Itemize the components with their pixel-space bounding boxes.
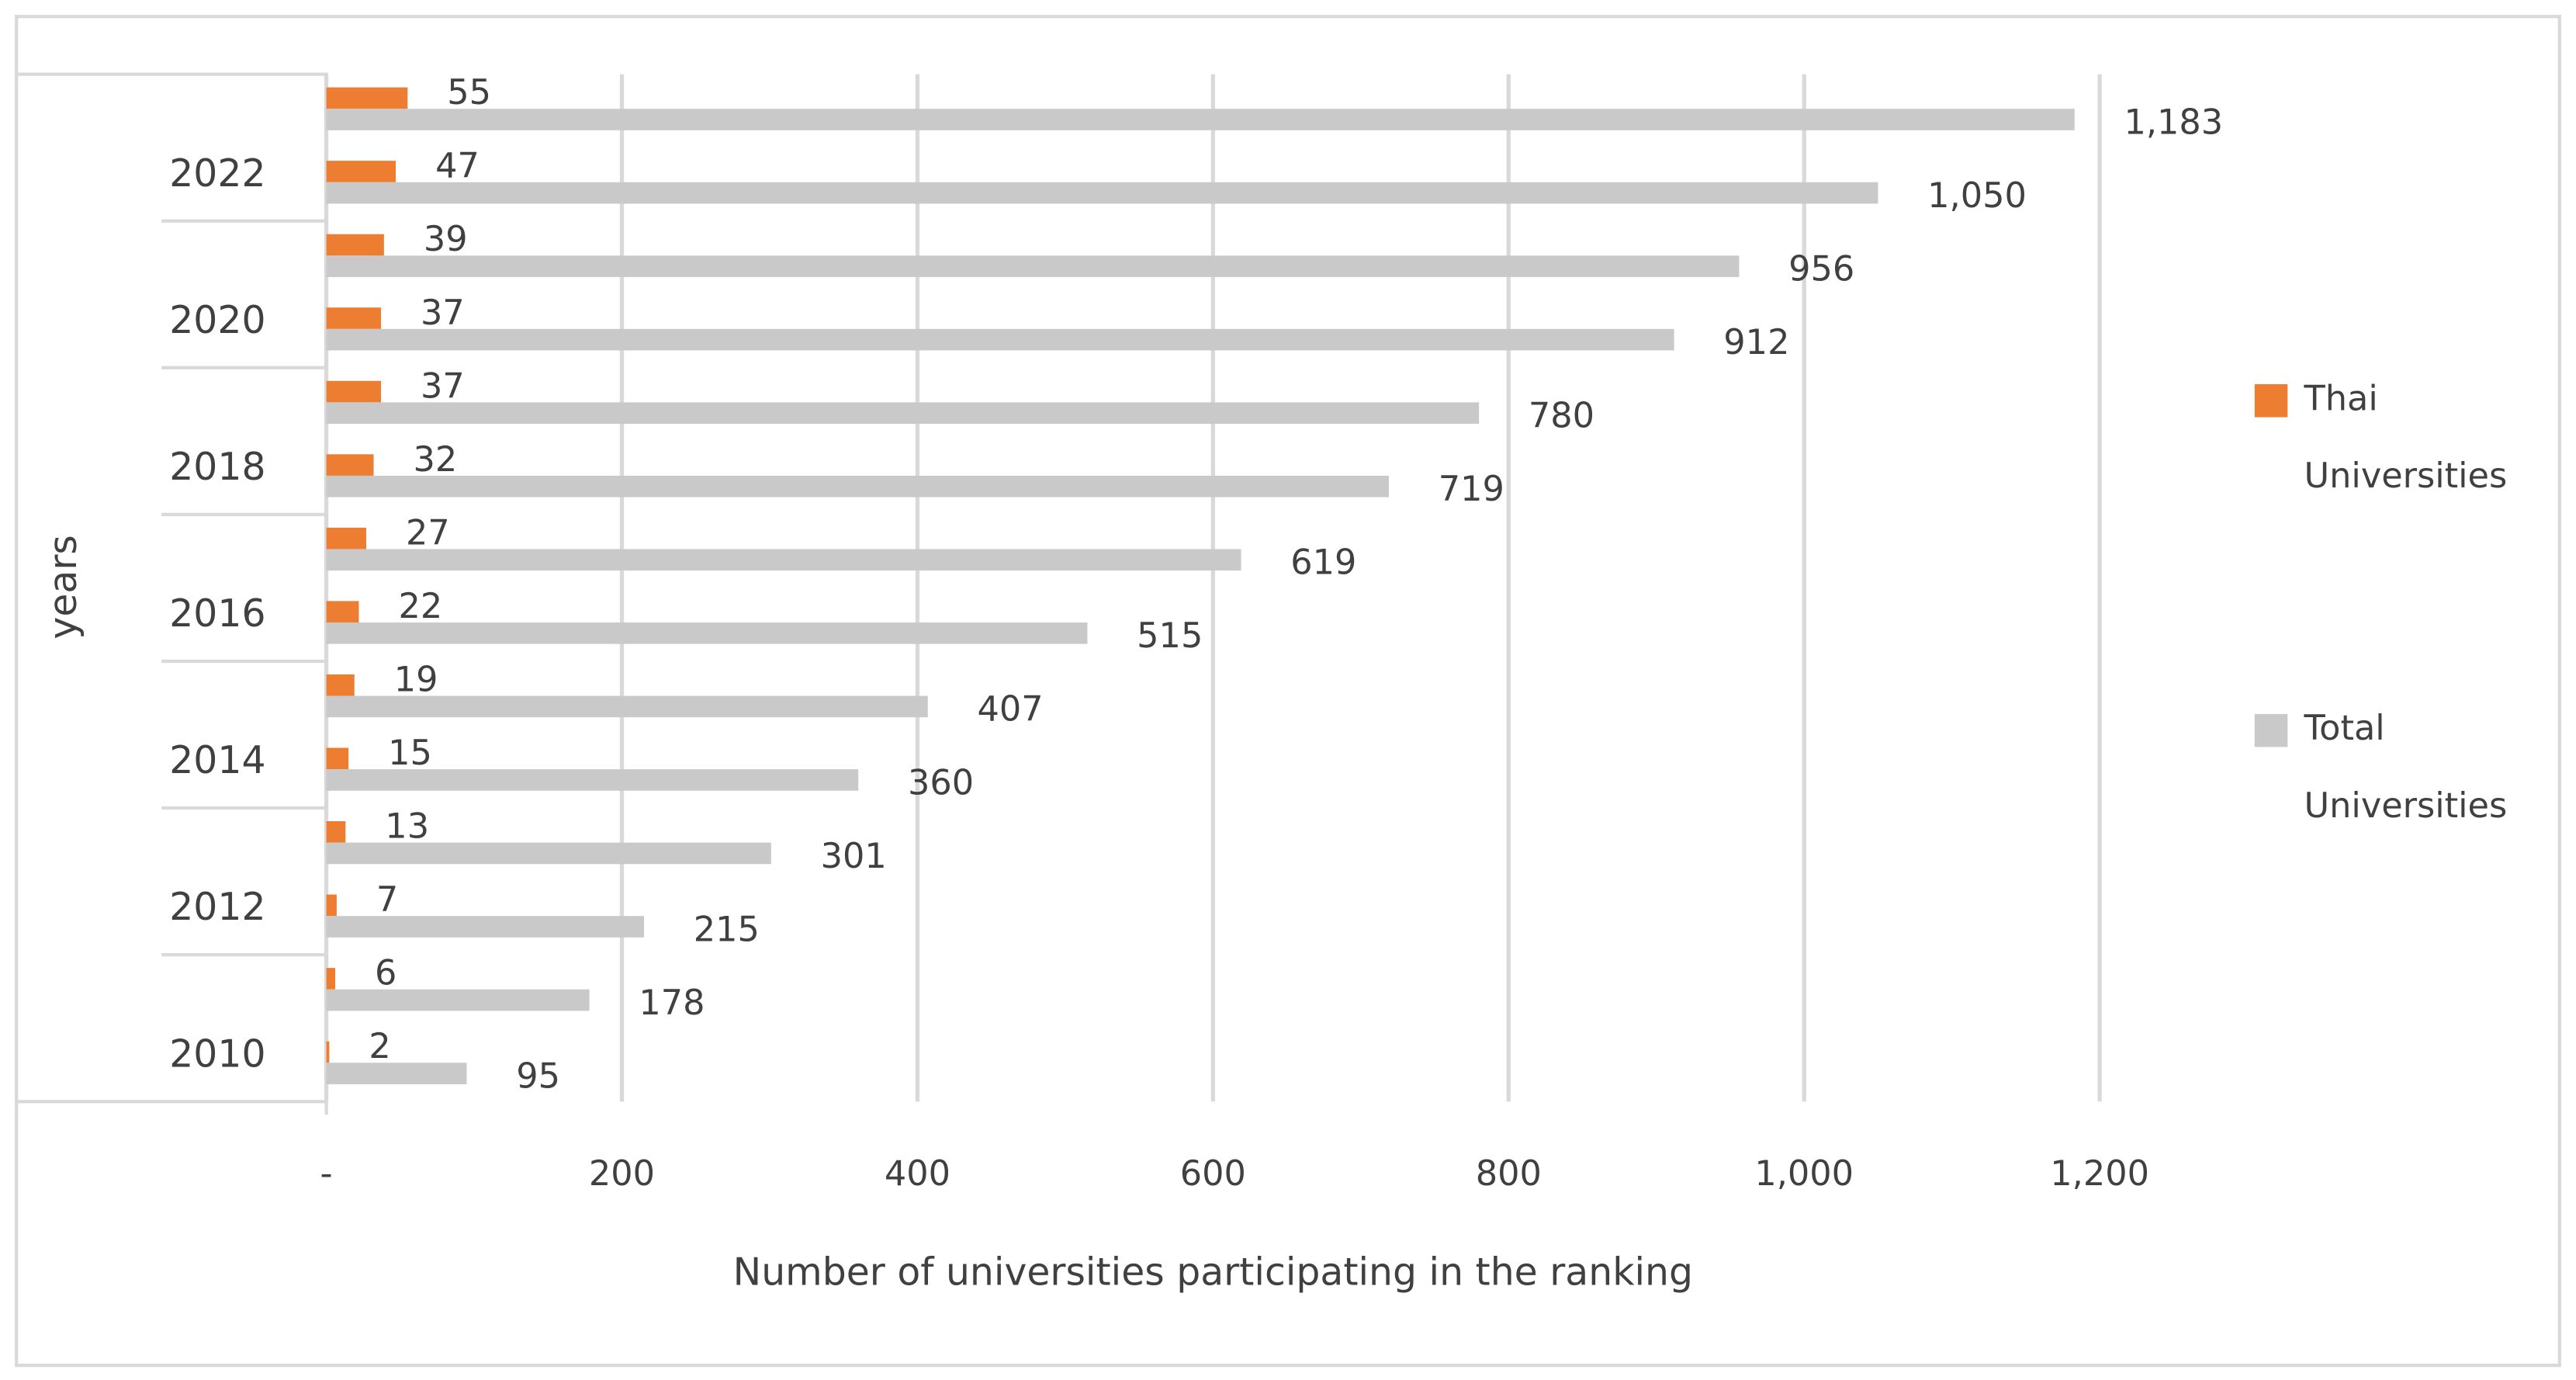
bar [326,601,359,623]
x-tick-label: 1,200 [2050,1153,2149,1194]
category-axis [16,72,328,1104]
bar [326,842,771,865]
legend-swatch [2254,713,2288,747]
data-label: 55 [447,72,491,113]
bar [326,109,2075,130]
y-tick-label: 2022 [169,151,265,196]
bar [326,674,355,696]
bar [326,695,928,718]
data-label: 515 [1137,615,1203,656]
bar [326,161,396,182]
bar [326,182,1878,204]
bar [326,454,374,476]
data-label: 2 [369,1026,390,1066]
bar [326,1063,467,1084]
data-label: 95 [516,1056,560,1096]
data-label: 39 [424,219,468,259]
bar [326,402,1480,425]
bar [326,380,382,403]
data-label: 37 [421,366,465,406]
data-label: 360 [908,762,974,803]
chart-border [15,15,2561,1368]
data-label: 956 [1788,248,1854,289]
data-label: 6 [375,953,396,993]
data-label: 32 [414,439,458,480]
bar [326,916,645,938]
data-label: 1,050 [1927,175,2027,216]
x-axis-title: Number of universities participating in … [733,1250,1693,1294]
bar [326,622,1088,644]
x-tick-label: 400 [885,1153,950,1194]
bar [326,894,337,917]
y-tick-label: 2020 [169,298,265,342]
bar [326,87,408,109]
bar [326,769,859,791]
data-label: 780 [1529,396,1594,436]
bar [326,747,349,770]
data-label: 719 [1439,469,1504,509]
bar [326,255,1740,277]
legend-label: Thai Universities [2304,378,2508,496]
data-label: 619 [1290,543,1356,583]
bar [326,989,590,1011]
y-axis-title: years [41,535,85,639]
bar [326,234,384,256]
bar [326,1041,330,1063]
legend-swatch [2254,384,2288,418]
y-tick-label: 2010 [169,1032,265,1076]
data-label: 178 [639,983,705,1023]
bar [326,328,1674,351]
data-label: 215 [694,909,760,949]
y-tick-label: 2012 [169,885,265,929]
data-label: 13 [385,806,429,847]
y-tick-label: 2014 [169,738,265,782]
bar [326,307,382,329]
legend-label: Total Universities [2304,708,2508,826]
x-tick-label: 1,000 [1754,1153,1854,1194]
data-label: 27 [406,512,450,553]
data-label: 15 [388,733,432,773]
bar [326,549,1241,571]
x-tick-label: - [320,1153,333,1194]
data-label: 37 [421,293,465,333]
x-tick-label: 600 [1180,1153,1246,1194]
data-label: 301 [821,836,887,876]
data-label: 7 [376,879,398,920]
data-label: 19 [394,659,438,699]
data-label: 1,183 [2124,102,2223,142]
data-label: 912 [1723,322,1789,362]
data-label: 22 [398,586,442,626]
bar [326,475,1390,498]
y-tick-label: 2018 [169,445,265,489]
x-tick-label: 800 [1476,1153,1542,1194]
bar [326,968,336,990]
y-tick-label: 2016 [169,591,265,636]
bar [326,527,367,550]
bar [326,821,346,843]
data-label: 47 [435,146,480,186]
x-tick-label: 200 [589,1153,655,1194]
data-label: 407 [977,689,1043,730]
